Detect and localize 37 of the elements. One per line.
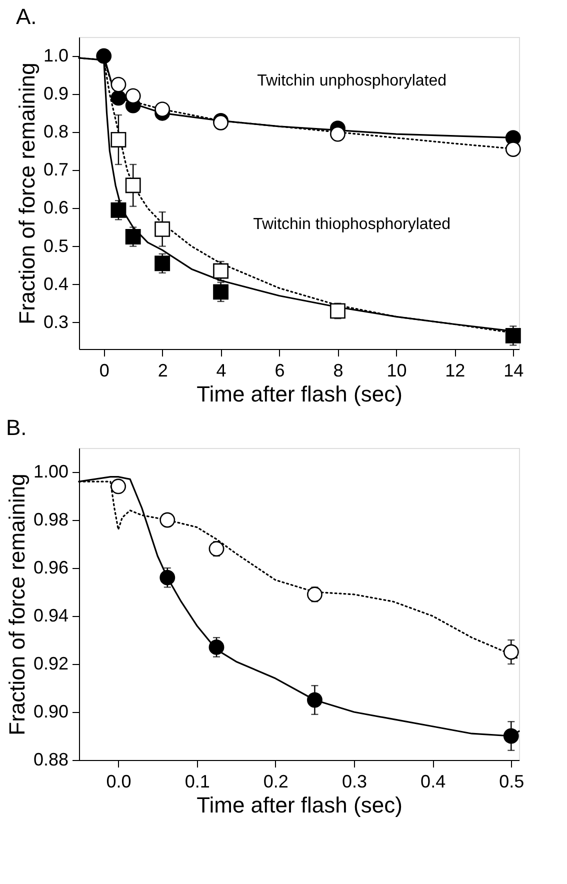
y-tick-label: 0.5 [43, 236, 68, 256]
x-tick-label: 0.3 [342, 772, 368, 792]
x-tick-label: 0.5 [499, 772, 524, 792]
x-tick-label: 0.4 [420, 772, 446, 792]
y-tick-label: 0.9 [43, 84, 68, 104]
x-tick-label: 8 [333, 360, 344, 380]
y-tick-label: 0.4 [43, 274, 68, 294]
y-tick-label: 0.88 [33, 750, 68, 770]
x-tick-label: 4 [216, 360, 226, 380]
x-tick-label: 0.2 [263, 772, 288, 792]
y-axis-title: Fraction of force remaining [14, 62, 40, 324]
y-tick-label: 0.98 [33, 510, 68, 530]
chart-title: A. [16, 4, 37, 29]
y-tick-label: 1.0 [43, 46, 68, 66]
x-tick-label: 14 [504, 360, 524, 380]
x-axis-title: Time after flash (sec) [196, 382, 402, 406]
x-tick-label: 10 [386, 360, 407, 380]
y-tick-label: 0.92 [33, 654, 68, 674]
y-tick-label: 0.94 [33, 606, 68, 626]
chart-title: B. [6, 415, 27, 440]
x-tick-label: 0 [99, 360, 110, 380]
y-tick-label: 0.3 [43, 312, 68, 332]
y-axis-title: Fraction of force remaining [4, 474, 30, 736]
y-tick-label: 0.7 [43, 160, 68, 180]
x-tick-label: 6 [274, 360, 285, 380]
x-axis-title: Time after flash (sec) [196, 792, 402, 818]
y-tick-label: 0.8 [43, 122, 68, 142]
x-tick-label: 2 [158, 360, 168, 380]
x-tick-label: 12 [445, 360, 466, 380]
y-tick-label: 0.6 [43, 198, 68, 218]
annotation: Twitchin thiophosphorylated [253, 216, 451, 234]
y-tick-label: 1.00 [33, 462, 68, 482]
annotation: Twitchin unphosphorylated [257, 72, 447, 90]
x-tick-label: 0.0 [106, 772, 132, 792]
y-tick-label: 0.96 [33, 558, 68, 578]
y-tick-label: 0.90 [33, 702, 68, 722]
x-tick-label: 0.1 [184, 772, 210, 792]
